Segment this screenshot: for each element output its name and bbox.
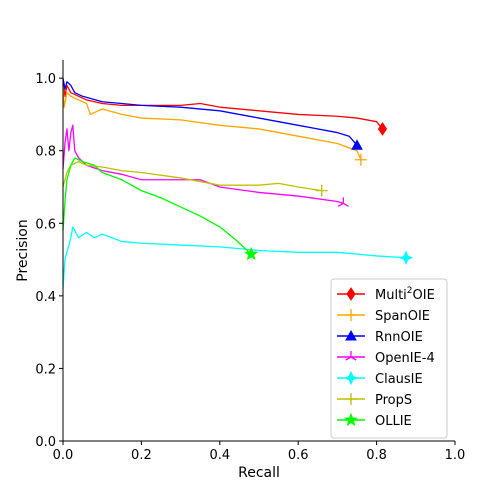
legend-box	[330, 278, 448, 439]
legend-label-rest: OIE	[413, 288, 435, 303]
legend-label-2: RnnOIE	[375, 330, 423, 345]
series-end-marker-5	[315, 184, 328, 197]
x-axis-label: Recall	[238, 465, 280, 481]
x-tick-label: 0.2	[131, 448, 152, 463]
series-end-marker-0	[377, 122, 388, 136]
legend-marker-6	[343, 412, 359, 426]
legend-marker-5	[345, 393, 357, 405]
series-end-marker-4	[398, 250, 414, 266]
series-line-4	[62, 226, 407, 289]
y-tick-label: 0.6	[35, 217, 56, 232]
legend: Multi2OIE SpanOIE RnnOIE OpenIE-4 ClausIE Pro…	[330, 278, 448, 439]
ticks-layer: 0.0 0.2 0.4 0.6 0.8 1.0 0.0 0.2 0.4 0.6 0.8 1.0	[35, 72, 465, 463]
y-tick-label: 1.0	[35, 72, 56, 87]
legend-label-3: OpenIE-4	[375, 351, 435, 366]
series-line-2	[62, 78, 358, 146]
y-tick-label: 0.2	[35, 362, 56, 377]
series-end-marker-2	[351, 139, 363, 150]
y-axis-label: Precision	[15, 219, 31, 281]
legend-marker-4	[343, 370, 359, 386]
series-line-6	[62, 157, 252, 255]
legend-label-6: OLLIE	[375, 414, 412, 429]
series-line-5	[62, 160, 322, 192]
y-tick-label: 0.4	[35, 290, 56, 305]
legend-marker-0	[346, 287, 356, 301]
series-end-marker-1	[354, 153, 367, 166]
legend-marker-2	[345, 329, 357, 341]
x-tick-label: 0.4	[209, 448, 230, 463]
x-tick-label: 0.8	[366, 448, 387, 463]
legend-label-0: Multi2OIE	[375, 286, 435, 303]
series-end-marker-6	[244, 246, 259, 261]
legend-label-sup: 2	[407, 286, 413, 296]
legend-label-1: SpanOIE	[375, 309, 430, 324]
series-line-0	[62, 81, 383, 130]
legend-marker-3	[345, 351, 357, 361]
legend-marker-1	[345, 309, 357, 321]
x-tick-label: 0.6	[288, 448, 309, 463]
series-line-1	[62, 85, 362, 161]
x-tick-label: 1.0	[445, 448, 466, 463]
y-tick-label: 0.0	[35, 435, 56, 450]
series-line-3	[62, 124, 344, 204]
legend-label-5: PropS	[375, 393, 412, 408]
x-tick-label: 0.0	[53, 448, 74, 463]
series-layer	[62, 78, 414, 289]
legend-label-base: Multi	[375, 288, 407, 303]
series-end-marker-3	[337, 197, 349, 207]
y-tick-label: 0.8	[35, 145, 56, 160]
legend-label-4: ClausIE	[375, 372, 423, 387]
